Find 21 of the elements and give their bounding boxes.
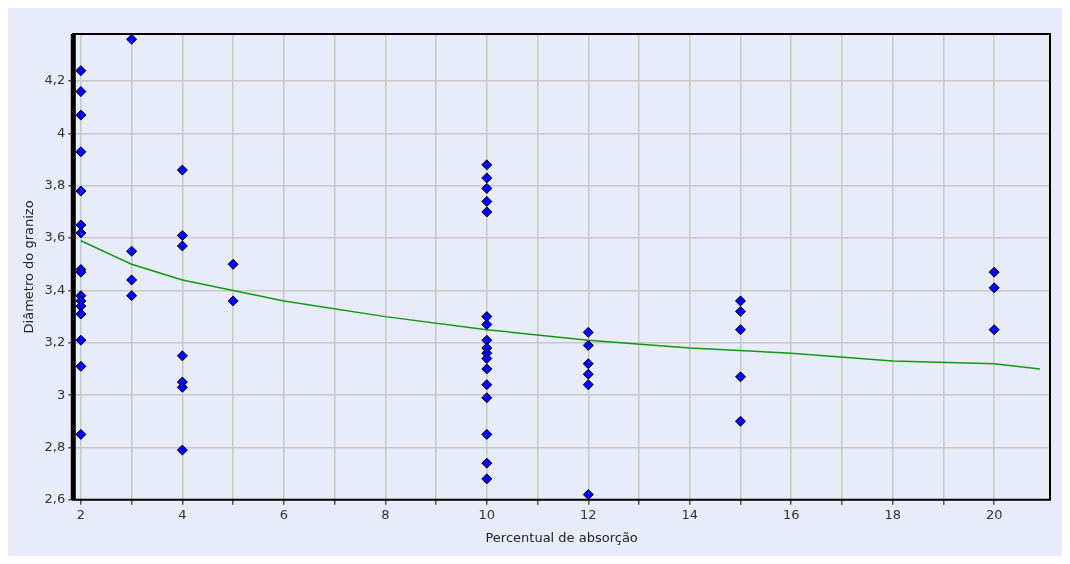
y-tick-label: 3,4: [44, 281, 66, 297]
y-tick-label: 4,2: [44, 72, 66, 88]
y-tick-label: 3,6: [44, 229, 66, 245]
x-tick-label: 14: [681, 506, 699, 522]
x-tick-label: 6: [279, 506, 288, 522]
x-tick-label: 16: [782, 506, 800, 522]
y-axis-title: Diâmetro do granizo: [21, 200, 37, 334]
x-tick-label: 20: [985, 506, 1003, 522]
y-tick-label: 3,2: [44, 334, 66, 350]
x-axis-title: Percentual de absorção: [485, 529, 638, 545]
x-tick-label: 10: [478, 506, 496, 522]
x-tick-label: 12: [580, 506, 597, 522]
y-tick-label: 4: [56, 124, 66, 140]
y-tick-label: 2,8: [44, 438, 66, 454]
x-tick-label: 18: [884, 506, 901, 522]
x-tick-label: 4: [178, 506, 187, 522]
y-tick-label: 3,8: [44, 177, 66, 193]
x-tick-label: 8: [381, 506, 390, 522]
x-tick-label: 2: [76, 506, 86, 522]
y-tick-label: 2,6: [44, 491, 66, 507]
y-tick-label: 3: [56, 386, 66, 402]
